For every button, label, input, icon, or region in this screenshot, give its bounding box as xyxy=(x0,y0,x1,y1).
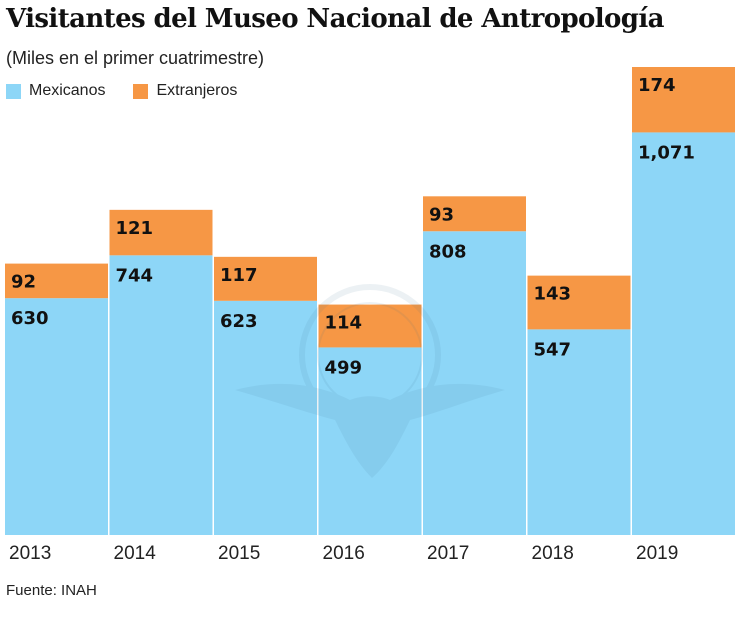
value-label-mexicanos-2015: 623 xyxy=(220,311,258,332)
value-label-mexicanos-2019: 1,071 xyxy=(638,142,695,163)
x-tick-label-2014: 2014 xyxy=(114,543,157,564)
legend-label-extranjeros: Extranjeros xyxy=(156,82,238,99)
value-label-extranjeros-2019: 174 xyxy=(638,75,676,96)
value-label-mexicanos-2018: 547 xyxy=(534,339,572,360)
source-note: Fuente: INAH xyxy=(6,582,97,599)
bar-extranjeros-2018 xyxy=(527,275,631,330)
bar-mexicanos-2017 xyxy=(423,231,526,535)
value-label-extranjeros-2017: 93 xyxy=(429,204,454,225)
bar-mexicanos-2018 xyxy=(527,329,631,535)
legend-swatch-mexicanos xyxy=(6,83,21,99)
bar-extranjeros-2017 xyxy=(423,196,526,232)
legend-item-extranjeros: Extranjeros xyxy=(133,82,237,100)
bar-extranjeros-2019 xyxy=(632,67,735,133)
chart-subtitle: (Miles en el primer cuatrimestre) xyxy=(6,48,265,68)
bar-extranjeros-2016 xyxy=(318,304,422,348)
legend-swatch-extranjeros xyxy=(133,83,149,99)
x-tick-label-2013: 2013 xyxy=(9,543,51,564)
value-label-extranjeros-2018: 143 xyxy=(534,284,572,305)
bars-group xyxy=(5,67,735,536)
bar-mexicanos-2013 xyxy=(5,298,108,535)
legend-item-mexicanos: Mexicanos xyxy=(6,82,105,100)
chart-title: Visitantes del Museo Nacional de Antropo… xyxy=(6,4,665,34)
x-tick-label-2015: 2015 xyxy=(218,543,260,564)
x-tick-label-2019: 2019 xyxy=(636,543,678,564)
bar-extranjeros-2015 xyxy=(214,256,317,301)
x-axis-ticks: 2013 2014 2015 2016 2017 2018 2019 xyxy=(9,543,678,564)
value-labels-group: 92 630 121 744 117 623 114 499 93 808 143 547 174 1,0… xyxy=(11,75,695,378)
bar-mexicanos-2014 xyxy=(109,255,213,536)
x-tick-label-2016: 2016 xyxy=(323,543,365,564)
value-label-extranjeros-2016: 114 xyxy=(325,313,363,334)
legend: Mexicanos Extranjeros xyxy=(6,82,265,100)
bar-mexicanos-2019 xyxy=(632,132,735,535)
bar-mexicanos-2016 xyxy=(318,347,422,535)
value-label-mexicanos-2013: 630 xyxy=(11,308,49,329)
value-label-extranjeros-2013: 92 xyxy=(11,272,36,293)
bar-extranjeros-2014 xyxy=(109,209,213,256)
value-label-mexicanos-2016: 499 xyxy=(325,357,363,378)
bar-extranjeros-2013 xyxy=(5,263,108,299)
x-tick-label-2017: 2017 xyxy=(427,543,469,564)
value-label-mexicanos-2014: 744 xyxy=(116,265,154,286)
legend-label-mexicanos: Mexicanos xyxy=(29,82,106,99)
x-tick-label-2018: 2018 xyxy=(532,543,574,564)
bar-mexicanos-2015 xyxy=(214,300,317,535)
value-label-mexicanos-2017: 808 xyxy=(429,241,467,262)
value-label-extranjeros-2015: 117 xyxy=(220,265,258,286)
value-label-extranjeros-2014: 121 xyxy=(116,218,154,239)
eagle-globe-watermark-icon xyxy=(235,284,505,478)
